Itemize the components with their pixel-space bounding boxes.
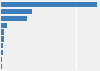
Bar	[1, 23, 7, 28]
Bar	[1, 57, 2, 62]
Bar	[1, 36, 4, 42]
Bar	[1, 9, 32, 14]
Bar	[1, 50, 3, 55]
Bar	[1, 29, 4, 35]
Bar	[1, 43, 3, 48]
Bar	[1, 2, 97, 7]
Bar	[1, 64, 2, 69]
Bar	[1, 16, 26, 21]
